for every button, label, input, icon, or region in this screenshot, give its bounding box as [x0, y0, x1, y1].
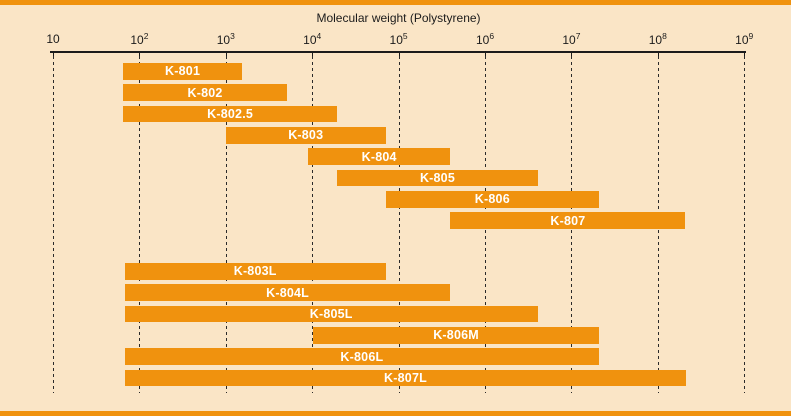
top-border-strip: [0, 0, 791, 5]
bar-label-K-805: K-805: [419, 171, 455, 185]
bar-K-807L: K-807L: [124, 369, 687, 387]
bar-label-K-804: K-804: [361, 149, 397, 164]
bar-label-K-806: K-806: [474, 192, 510, 207]
x-tick-label-10e7: 107: [562, 31, 581, 47]
x-tick-label-10e6: 106: [475, 31, 495, 47]
bar-label-K-806L: K-806L: [340, 349, 384, 364]
x-tick-mark-10e6: [485, 53, 486, 58]
bar-K-806M: K-806M: [313, 327, 600, 344]
x-tick-mark-10e4: [312, 53, 314, 58]
gridline-10e4: [312, 56, 314, 393]
bar-label-K-803L: K-803L: [233, 264, 277, 279]
bar-label-K-805L: K-805L: [309, 306, 353, 321]
gridline-10e3: [225, 56, 227, 393]
x-tick-label-10e9: 109: [735, 31, 754, 47]
bar-K-805L: K-805L: [124, 305, 538, 323]
bar-K-805: K-805: [337, 169, 538, 187]
x-tick-label-10e2: 102: [130, 31, 149, 47]
x-tick-label-10e5: 105: [389, 31, 408, 47]
gridline-10e5: [398, 56, 400, 393]
x-tick-mark-10e1: [53, 53, 54, 58]
bar-K-803: K-803: [225, 127, 386, 144]
x-tick-label-10e8: 108: [648, 31, 667, 47]
bar-label-K-807L: K-807L: [384, 371, 427, 385]
gridline-10e2: [139, 56, 141, 393]
bar-label-K-802.5: K-802.5: [207, 106, 254, 121]
bar-K-801: K-801: [122, 63, 243, 80]
x-tick-label-10e4: 104: [303, 31, 322, 47]
x-tick-mark-10e2: [139, 53, 141, 58]
bar-label-K-802: K-802: [187, 85, 223, 100]
bar-K-806L: K-806L: [124, 348, 600, 365]
x-tick-label-10e1: 10: [46, 32, 60, 46]
bar-label-K-803: K-803: [288, 128, 324, 143]
x-tick-mark-10e9: [744, 53, 746, 58]
bar-K-806: K-806: [385, 191, 600, 208]
bar-label-K-801: K-801: [165, 64, 201, 79]
gridline-10e1: [53, 56, 54, 393]
gridline-10e9: [744, 56, 746, 393]
bar-K-807: K-807: [450, 212, 686, 229]
bar-K-802.5: K-802.5: [122, 105, 338, 123]
bar-label-K-806M: K-806M: [433, 328, 479, 343]
x-tick-mark-10e3: [225, 53, 227, 58]
x-tick-mark-10e7: [571, 53, 573, 58]
x-tick-label-10e3: 103: [216, 31, 235, 47]
chart-title: Molecular weight (Polystyrene): [316, 11, 481, 25]
bar-K-803L: K-803L: [124, 263, 386, 280]
bar-label-K-804L: K-804L: [266, 285, 309, 300]
bar-label-K-807: K-807: [550, 213, 586, 228]
x-tick-mark-10e8: [657, 53, 659, 58]
bar-K-802: K-802: [122, 84, 288, 101]
x-tick-mark-10e5: [398, 53, 400, 58]
x-axis-line: [50, 51, 746, 53]
bottom-border-strip: [0, 411, 791, 416]
bar-K-804: K-804: [307, 148, 451, 165]
bar-K-804L: K-804L: [124, 284, 451, 301]
